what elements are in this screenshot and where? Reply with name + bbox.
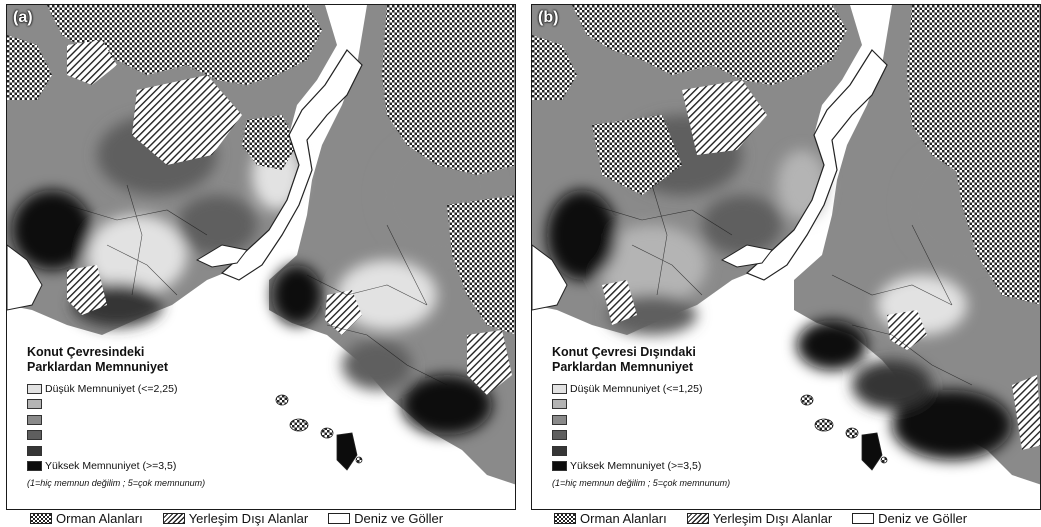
nonres-5-a xyxy=(67,265,107,315)
forest-swatch-icon xyxy=(30,513,52,524)
legend-forest-label: Orman Alanları xyxy=(580,511,667,526)
legend-high-label: Yüksek Memnuniyet (>=3,5) xyxy=(570,460,702,473)
legend-title-line2: Parklardan Memnuniyet xyxy=(552,360,694,374)
nonresidential-swatch-icon xyxy=(686,513,709,524)
bottom-legend-b: Orman Alanları Yerleşim Dışı Alanlar Den… xyxy=(554,510,987,527)
legend-forest: Orman Alanları xyxy=(30,511,143,526)
forest-west-a xyxy=(7,35,52,100)
legend-low-label: Düşük Memnuniyet (<=1,25) xyxy=(570,382,703,395)
legend-low-label: Düşük Memnuniyet (<=2,25) xyxy=(45,382,178,395)
water-swatch-icon xyxy=(328,513,351,524)
legend-swatch-5 xyxy=(552,445,567,456)
legend-water: Deniz ve Göller xyxy=(328,511,443,526)
legend-title: Konut Çevresindeki Parklardan Memnuniyet xyxy=(27,345,327,375)
bosphorus-a xyxy=(220,49,363,281)
nonres-4-a xyxy=(467,330,512,395)
islands-b xyxy=(800,394,888,471)
nonres-3-a xyxy=(67,40,117,85)
legend-row-2 xyxy=(27,397,327,413)
legend-forest: Orman Alanları xyxy=(554,511,667,526)
legend-swatch-1 xyxy=(27,383,42,394)
map-b xyxy=(532,5,1040,509)
forest-central-a xyxy=(242,115,297,170)
legend-title-line1: Konut Çevresi Dışındaki xyxy=(552,345,696,359)
golden-horn-b xyxy=(720,244,773,268)
map-panel-b: (b) Konut Çevresi Dışındaki Parklardan M… xyxy=(531,4,1041,510)
legend-swatch-2 xyxy=(552,399,567,410)
forest-northeast-b xyxy=(907,5,1040,185)
legend-swatch-5 xyxy=(27,445,42,456)
legend-water-label: Deniz ve Göller xyxy=(354,511,444,526)
legend-row-2 xyxy=(552,397,852,413)
legend-swatch-6 xyxy=(27,461,42,472)
district-lines-a xyxy=(66,184,448,386)
bosphorus-b xyxy=(745,49,888,281)
legend-title-line2: Parklardan Memnuniyet xyxy=(27,360,169,374)
water-swatch-icon xyxy=(852,513,875,524)
legend-row-5 xyxy=(27,443,327,459)
legend-swatch-6 xyxy=(552,461,567,472)
legend-row-5 xyxy=(552,443,852,459)
legend-row-4 xyxy=(27,428,327,444)
legend-row-1: Düşük Memnuniyet (<=2,25) xyxy=(27,381,327,397)
legend-note: (1=hiç memnun değilim ; 5=çok memnunum) xyxy=(27,478,206,488)
lake-west-a xyxy=(7,244,43,311)
nonres-2-a xyxy=(325,290,362,335)
legend-swatch-4 xyxy=(552,430,567,441)
legend-nonresidential-label: Yerleşim Dışı Alanlar xyxy=(188,511,309,526)
district-lines-b xyxy=(591,184,973,386)
legend-nonresidential-label: Yerleşim Dışı Alanlar xyxy=(712,511,833,526)
legend-forest-label: Orman Alanları xyxy=(56,511,143,526)
legend-row-6: Yüksek Memnuniyet (>=3,5) xyxy=(552,459,852,475)
satisfaction-zones xyxy=(547,115,1022,460)
legend-water: Deniz ve Göller xyxy=(852,511,967,526)
legend-row-6: Yüksek Memnuniyet (>=3,5) xyxy=(27,459,327,475)
panel-label: (a) xyxy=(13,9,33,26)
forest-north-a xyxy=(47,5,322,85)
forest-central-b xyxy=(592,115,682,195)
map-panel-a: (a) Konut Çevresindeki Parklardan Memnun… xyxy=(6,4,516,510)
forest-north-b xyxy=(572,5,847,85)
legend-high-label: Yüksek Memnuniyet (>=3,5) xyxy=(45,460,177,473)
nonres-4-b xyxy=(602,280,637,325)
legend-row-3 xyxy=(27,412,327,428)
legend-row-1: Düşük Memnuniyet (<=1,25) xyxy=(552,381,852,397)
legend-note: (1=hiç memnun değilim ; 5=çok memnunum) xyxy=(552,478,731,488)
legend-b: Konut Çevresi Dışındaki Parklardan Memnu… xyxy=(552,345,852,488)
legend-water-label: Deniz ve Göller xyxy=(878,511,968,526)
forest-east-a xyxy=(447,195,515,335)
nonres-1-b xyxy=(682,80,767,155)
legend-swatch-3 xyxy=(27,414,42,425)
nonres-1-a xyxy=(132,75,242,165)
forest-east-b xyxy=(952,145,1040,305)
legend-swatch-4 xyxy=(27,430,42,441)
forest-northeast-a xyxy=(382,5,515,175)
map-a xyxy=(7,5,515,509)
legend-swatch-3 xyxy=(552,414,567,425)
panel-label: (b) xyxy=(538,9,559,26)
nonresidential-swatch-icon xyxy=(162,513,185,524)
bottom-legend-a: Orman Alanları Yerleşim Dışı Alanlar Den… xyxy=(30,510,463,527)
legend-swatch-1 xyxy=(552,383,567,394)
islands-a xyxy=(275,394,363,471)
lake-west-b xyxy=(532,244,568,311)
legend-nonresidential: Yerleşim Dışı Alanlar xyxy=(162,511,309,526)
nonres-2-b xyxy=(887,310,927,350)
legend-title-line1: Konut Çevresindeki xyxy=(27,345,145,359)
forest-west-b xyxy=(532,35,577,100)
nonres-3-b xyxy=(1012,375,1040,450)
legend-row-4 xyxy=(552,428,852,444)
legend-title: Konut Çevresi Dışındaki Parklardan Memnu… xyxy=(552,345,852,375)
legend-row-3 xyxy=(552,412,852,428)
legend-nonresidential: Yerleşim Dışı Alanlar xyxy=(686,511,833,526)
legend-swatch-2 xyxy=(27,399,42,410)
golden-horn-a xyxy=(195,244,248,268)
legend-a: Konut Çevresindeki Parklardan Memnuniyet… xyxy=(27,345,327,488)
forest-swatch-icon xyxy=(554,513,576,524)
